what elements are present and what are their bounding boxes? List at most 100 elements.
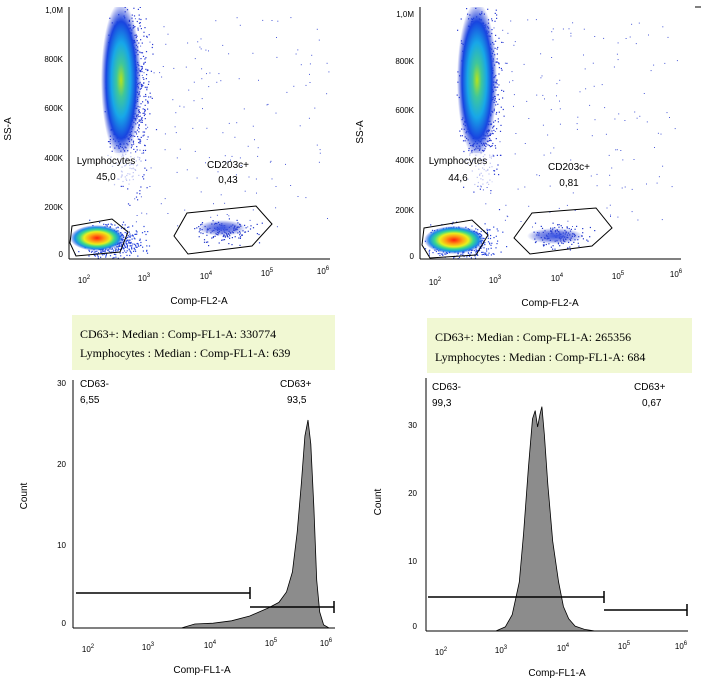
event-dot [568, 228, 570, 230]
event-dot [201, 222, 204, 224]
event-dot [428, 254, 430, 256]
event-dot [139, 138, 141, 140]
event-dot [131, 234, 134, 236]
y-tick-labels: 0 10 20 30 [57, 379, 66, 628]
event-dot [577, 116, 579, 118]
event-dot [140, 136, 142, 138]
event-dot [143, 31, 145, 33]
event-dot [155, 129, 158, 131]
y-tick: 30 [57, 379, 66, 388]
event-dot [577, 242, 579, 244]
event-dot [141, 52, 144, 54]
event-dot [544, 98, 545, 100]
event-dot [534, 222, 537, 224]
event-dot [502, 108, 504, 111]
event-dot [212, 236, 214, 239]
event-dot [133, 148, 135, 150]
event-dot [550, 246, 552, 248]
event-dot [138, 110, 140, 113]
event-dot [444, 253, 446, 255]
event-dot [270, 160, 272, 162]
event-dot [240, 165, 242, 166]
event-dot [144, 113, 146, 115]
event-dot [125, 246, 127, 248]
event-dot [113, 249, 115, 251]
event-dot [527, 19, 529, 21]
event-dot [222, 235, 224, 238]
event-dot [267, 103, 269, 105]
event-dot [137, 243, 139, 245]
y-tick: 800K [44, 55, 63, 64]
event-dot [139, 142, 141, 144]
y-tick: 0 [59, 250, 64, 259]
x-tick: 106 [675, 641, 688, 651]
lymphocyte-density [424, 226, 484, 254]
event-dot [147, 102, 149, 104]
dot-cloud [70, 7, 330, 259]
event-dot [78, 251, 80, 253]
event-dot [97, 255, 99, 257]
event-dot [97, 252, 100, 254]
event-dot [610, 216, 611, 217]
event-dot [150, 70, 152, 72]
x-tick: 105 [265, 638, 278, 648]
event-dot [254, 139, 255, 141]
event-dot [478, 249, 481, 252]
y-tick: 0 [410, 252, 415, 261]
event-dot [113, 253, 115, 255]
event-dot [137, 8, 139, 10]
event-dot [222, 44, 224, 46]
event-dot [139, 141, 141, 143]
event-dot [131, 246, 133, 248]
event-dot [134, 198, 136, 200]
event-dot [589, 104, 591, 106]
event-dot [439, 252, 441, 254]
event-dot [239, 236, 242, 238]
event-dot [495, 101, 497, 103]
granulocyte-density [457, 7, 497, 158]
event-dot [142, 152, 145, 154]
x-tick: 106 [320, 638, 333, 648]
event-dot [567, 247, 569, 249]
granulocyte-density [101, 7, 141, 158]
event-dot [217, 171, 219, 173]
event-dot [244, 190, 246, 192]
event-dot [497, 46, 499, 49]
event-dot [506, 246, 508, 248]
event-dot [176, 171, 178, 173]
event-dot [248, 176, 250, 178]
event-dot [140, 121, 142, 123]
event-dot [496, 14, 498, 16]
event-dot [139, 7, 141, 8]
event-dot [220, 194, 222, 196]
event-dot [198, 236, 200, 238]
x-tick: 103 [138, 273, 151, 283]
event-dot [224, 155, 226, 157]
event-dot [256, 223, 258, 225]
event-dot [145, 18, 147, 20]
event-dot [141, 71, 143, 73]
dot-cloud [424, 7, 678, 261]
event-dot [493, 173, 496, 175]
event-dot [503, 115, 505, 117]
event-dot [559, 123, 561, 125]
median-legend-box [72, 315, 335, 370]
event-dot [495, 138, 497, 140]
event-dot [123, 243, 125, 246]
event-dot [144, 109, 146, 111]
event-dot [117, 249, 119, 251]
event-dot [146, 86, 148, 88]
event-dot [143, 72, 145, 74]
event-dot [478, 260, 479, 261]
event-dot [139, 238, 141, 240]
event-dot [134, 238, 136, 240]
event-dot [646, 183, 647, 185]
event-dot [129, 233, 131, 235]
event-dot [218, 242, 220, 244]
event-dot [138, 18, 140, 20]
event-dot [106, 224, 108, 226]
event-dot [463, 186, 465, 188]
event-dot [205, 241, 208, 243]
median-line: CD63+: Median : Comp-FL1-A: 265356 [435, 330, 631, 344]
event-dot [140, 58, 142, 60]
